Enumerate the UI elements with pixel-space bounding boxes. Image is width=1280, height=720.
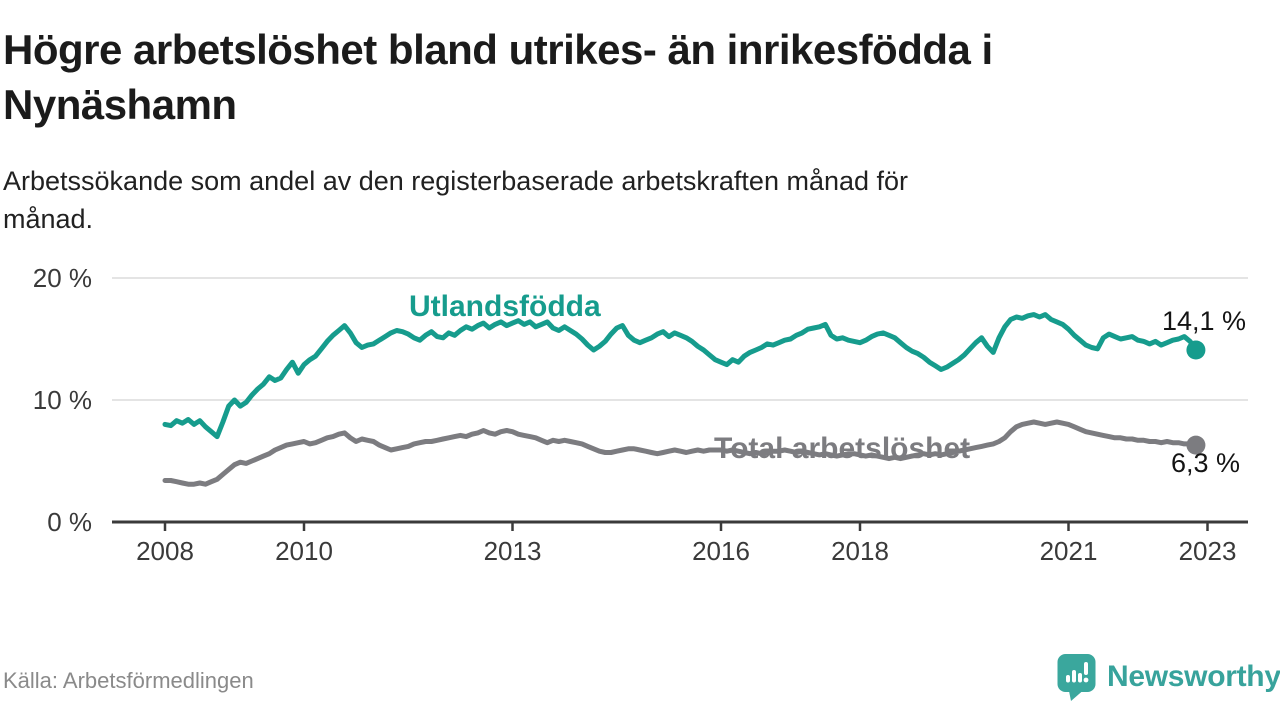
x-axis-label: 2023 xyxy=(1179,536,1237,566)
newsworthy-logo-text: Newsworthy xyxy=(1107,660,1280,693)
logo-exclamation-dot xyxy=(1083,677,1089,683)
x-axis-label: 2008 xyxy=(136,536,194,566)
x-axis-label: 2016 xyxy=(692,536,750,566)
logo-exclamation-bar xyxy=(1084,662,1088,675)
logo-bubble-tail xyxy=(1069,691,1083,701)
subtitle-line-2: månad. xyxy=(3,204,94,234)
series-end-dot xyxy=(1186,340,1206,360)
newsworthy-logo-icon xyxy=(1057,654,1096,701)
series-line-total xyxy=(162,419,1199,487)
logo-bar-2 xyxy=(1072,670,1076,683)
logo-bar-3 xyxy=(1078,673,1082,683)
series-label: Utlandsfödda xyxy=(409,290,601,323)
x-axis-label: 2013 xyxy=(484,536,542,566)
y-axis-label: 20 % xyxy=(33,263,92,293)
title-line-1: Högre arbetslöshet bland utrikes- än inr… xyxy=(3,26,993,73)
title-line-2: Nynäshamn xyxy=(3,81,237,128)
end-value-label: 14,1 % xyxy=(1162,306,1246,336)
chart-title: Högre arbetslöshet bland utrikes- än inr… xyxy=(3,22,1263,132)
series-label: Total arbetslöshet xyxy=(714,432,970,465)
chart-subtitle: Arbetssökande som andel av den registerb… xyxy=(3,162,1223,238)
x-axis-label: 2018 xyxy=(831,536,889,566)
y-axis-label: 0 % xyxy=(47,507,92,537)
series-line-utlandsfodda xyxy=(162,312,1199,440)
subtitle-line-1: Arbetssökande som andel av den registerb… xyxy=(3,166,909,196)
source-note: Källa: Arbetsförmedlingen xyxy=(3,668,254,693)
y-axis-label: 10 % xyxy=(33,385,92,415)
series-end-dot xyxy=(1186,435,1206,455)
logo-bubble xyxy=(1057,654,1096,692)
logo-bar-1 xyxy=(1066,675,1070,683)
x-axis-label: 2010 xyxy=(275,536,333,566)
unemployment-line-chart: 0 % 10 % 20 % 2008 2010 2013 2016 2018 2021 2023 U… xyxy=(33,263,1248,566)
end-value-label: 6,3 % xyxy=(1171,448,1240,478)
x-axis-label: 2021 xyxy=(1040,536,1098,566)
